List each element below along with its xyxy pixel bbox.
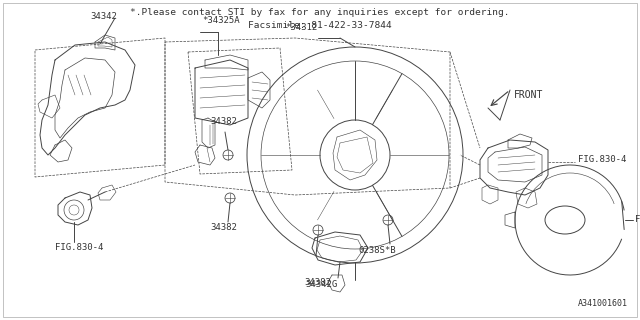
Text: FIG.830-4: FIG.830-4 bbox=[55, 243, 104, 252]
Text: 34382: 34382 bbox=[210, 117, 237, 126]
Text: A341001601: A341001601 bbox=[578, 299, 628, 308]
Text: Facsimile: 81-422-33-7844: Facsimile: 81-422-33-7844 bbox=[248, 21, 392, 30]
Text: 34382: 34382 bbox=[210, 223, 237, 232]
Text: *34325A: *34325A bbox=[202, 16, 239, 25]
Text: 34342G: 34342G bbox=[305, 280, 337, 289]
Text: *34312: *34312 bbox=[285, 23, 317, 32]
Text: 34382: 34382 bbox=[305, 278, 332, 287]
Text: FRONT: FRONT bbox=[514, 90, 543, 100]
Text: *.Please contact STI by fax for any inquiries except for ordering.: *.Please contact STI by fax for any inqu… bbox=[131, 8, 509, 17]
Text: 34342: 34342 bbox=[90, 12, 117, 21]
Text: FIG.343-2: FIG.343-2 bbox=[635, 215, 640, 225]
Text: FIG.830-4: FIG.830-4 bbox=[578, 156, 627, 164]
Text: 0238S*B: 0238S*B bbox=[358, 246, 396, 255]
